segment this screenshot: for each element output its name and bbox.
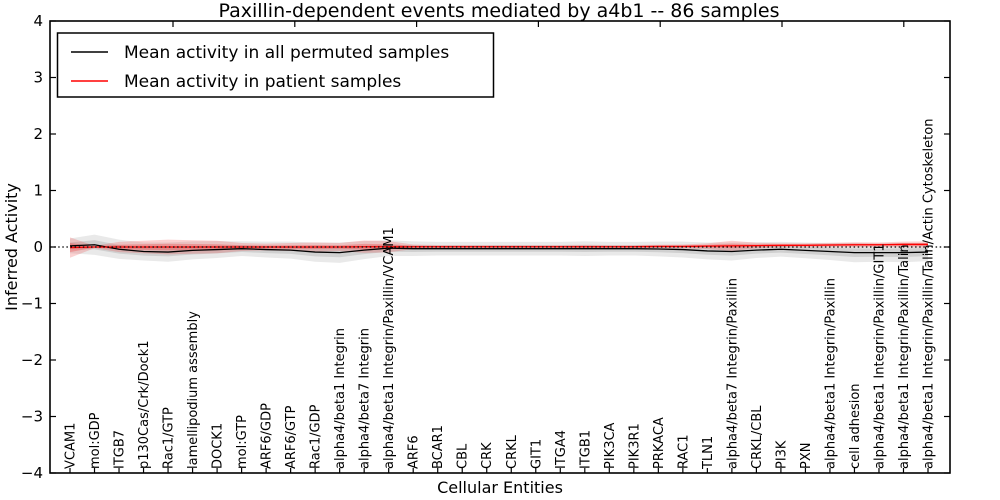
x-tick-label: cell adhesion — [848, 383, 863, 469]
y-tick-label: −3 — [21, 408, 43, 426]
y-tick-label: 0 — [33, 238, 43, 256]
y-axis-label: Inferred Activity — [2, 183, 21, 311]
x-tick-label: ARF6/GTP — [284, 405, 299, 469]
x-tick-label: alpha4/beta7 Integrin/Paxillin — [725, 278, 740, 469]
x-tick-label: CBL — [456, 443, 471, 469]
x-tick-label: CRK — [480, 442, 495, 469]
patient-mean-line — [69, 243, 928, 249]
band-polygon — [70, 242, 928, 253]
chart-title: Paxillin-dependent events mediated by a4… — [218, 0, 779, 22]
x-tick-labels: VCAM1 mol:GDP ITGB7 p130Cas/Crk/Dock1 Rac1/G… — [64, 119, 937, 470]
x-tick-label: mol:GTP — [235, 415, 250, 469]
x-tick-label: ARF6 — [407, 435, 422, 469]
y-tick-label: 1 — [33, 182, 43, 200]
y-tick-label: 4 — [33, 12, 43, 30]
x-tick-label: CRKL/CBL — [750, 405, 765, 469]
x-tick-label: p130Cas/Crk/Dock1 — [137, 340, 152, 469]
x-axis-label: Cellular Entities — [437, 478, 563, 497]
x-tick-label: PIK3CA — [603, 422, 618, 469]
x-tick-label: alpha4/beta1 Integrin/Paxillin/VCAM1 — [382, 227, 397, 469]
x-tick-label: alpha4/beta1 Integrin/Paxillin/GIT1 — [872, 243, 887, 469]
y-tick-label: 2 — [33, 125, 43, 143]
x-tick-label: ITGA4 — [554, 430, 569, 469]
axes-frame — [49, 20, 951, 474]
legend-label-permuted: Mean activity in all permuted samples — [124, 43, 449, 63]
x-tick-label: alpha4/beta1 Integrin — [333, 328, 348, 469]
x-tick-label: alpha4/beta1 Integrin/Paxillin/Talin/Act… — [922, 119, 937, 469]
band-polygon — [70, 237, 928, 258]
permuted-mean-line — [69, 244, 929, 254]
y-tick-labels: 4 3 2 1 0 −1 −2 −3 −4 — [21, 12, 43, 482]
x-tick-label: mol:GDP — [88, 412, 103, 469]
x-tick-label: CRKL — [505, 434, 520, 469]
x-tick-label: ARF6/GDP — [260, 403, 275, 469]
legend: Mean activity in all permuted samples Me… — [56, 32, 495, 98]
x-tick-label: ITGB7 — [113, 430, 128, 469]
x-tick-label: RAC1 — [676, 434, 691, 469]
x-tick-label: PXN — [799, 443, 814, 469]
x-tick-label: DOCK1 — [211, 423, 226, 469]
x-tick-label: alpha4/beta7 Integrin — [358, 328, 373, 469]
x-tick-label: TLN1 — [701, 436, 716, 470]
y-tick-label: −2 — [21, 351, 43, 369]
y-tick-label: −1 — [21, 295, 43, 313]
x-tick-label: alpha4/beta1 Integrin/Paxillin/Talin — [897, 244, 912, 469]
x-tick-label: lamellipodium assembly — [186, 311, 201, 469]
x-tick-label: Rac1/GDP — [309, 404, 324, 469]
x-tick-label: VCAM1 — [64, 423, 79, 469]
y-tick-label: 3 — [33, 69, 43, 87]
x-tick-label: PIK3R1 — [627, 423, 642, 469]
x-tick-label: alpha4/beta1 Integrin/Paxillin — [823, 278, 838, 469]
x-tick-label: PI3K — [774, 440, 789, 469]
x-tick-label: GIT1 — [529, 439, 544, 469]
legend-label-patient: Mean activity in patient samples — [124, 72, 401, 92]
y-tick-label: −4 — [21, 464, 43, 482]
x-tick-label: ITGB1 — [578, 430, 593, 469]
legend-box — [56, 32, 495, 98]
x-tick-label: Rac1/GTP — [162, 407, 177, 469]
x-tick-label: PRKACA — [652, 417, 667, 469]
x-tick-label: BCAR1 — [431, 425, 446, 469]
patient-confidence-band — [70, 237, 928, 258]
